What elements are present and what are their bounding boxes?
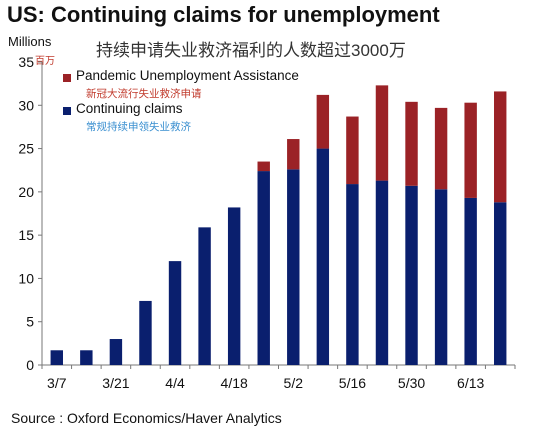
chart-title: US: Continuing claims for unemployment [7,2,440,27]
legend-label-pua-cn: 新冠大流行失业救济申请 [86,88,202,100]
x-tick-label: 5/16 [339,375,366,391]
legend-label-continuing-cn: 常规持续申领失业救济 [86,121,191,133]
x-tick-label: 4/4 [165,375,185,391]
x-tick-label: 3/21 [102,375,129,391]
bar-continuing-claims [464,197,477,365]
bar-continuing-claims [227,207,241,365]
legend-label-pua: Pandemic Unemployment Assistance [76,68,299,83]
bar-continuing-claims [50,350,63,365]
bar-pua [287,139,300,170]
bar-continuing-claims [139,300,152,365]
bar-pua [316,94,330,149]
bar-pua [346,116,359,185]
y-tick-label: 15 [18,227,34,243]
bar-continuing-claims [434,189,448,365]
legend-label-continuing: Continuing claims [76,101,183,116]
y-tick-label: 5 [26,314,34,330]
bar-pua [464,102,477,198]
bar-continuing-claims [80,350,93,365]
x-tick-label: 4/18 [221,375,248,391]
bar-pua [434,107,448,190]
y-tick-label: 35 [18,54,34,70]
bar-continuing-claims [316,148,330,365]
bar-pua [375,85,389,181]
source-note: Source : Oxford Economics/Haver Analytic… [11,410,282,426]
bar-continuing-claims [287,169,300,365]
bar-pua [257,161,270,172]
bar-continuing-claims [168,261,182,365]
bar-pua [494,91,507,203]
x-tick-label: 5/30 [398,375,425,391]
bar-continuing-claims [405,185,418,365]
y-tick-label: 20 [18,184,34,200]
y-tick-label: 30 [18,97,34,113]
legend-swatch-pua [63,74,71,82]
y-axis-unit-label-cn: 百万 [35,56,55,67]
x-tick-label: 6/13 [457,375,484,391]
bar-pua [405,101,418,186]
y-tick-label: 0 [26,357,34,373]
bar-continuing-claims [346,184,359,365]
bar-continuing-claims [109,339,123,365]
bar-continuing-claims [375,180,389,365]
legend-swatch-continuing [63,107,71,115]
y-axis-unit-label: Millions [8,34,52,49]
y-tick-label: 10 [18,270,34,286]
x-tick-label: 5/2 [284,375,304,391]
bar-continuing-claims [198,227,211,365]
x-tick-label: 3/7 [47,375,67,391]
y-tick-label: 25 [18,141,34,157]
bar-continuing-claims [494,202,507,365]
chart-subtitle-cn: 持续申请失业救济福利的人数超过3000万 [96,41,406,60]
bar-continuing-claims [257,171,270,365]
